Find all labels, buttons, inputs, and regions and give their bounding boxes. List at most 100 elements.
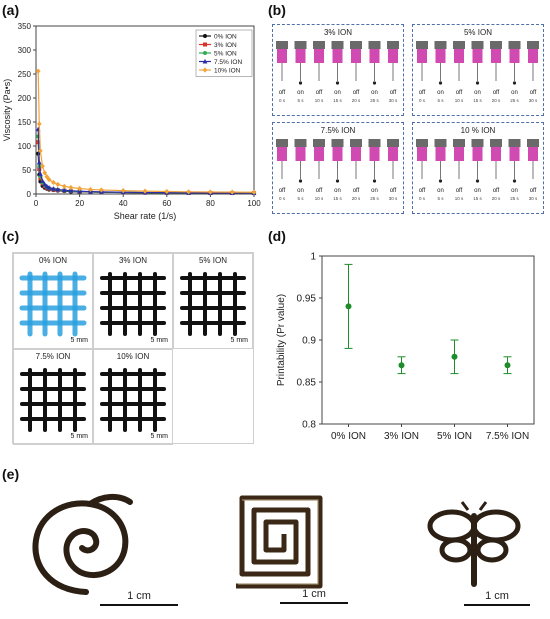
nozzle-cap bbox=[453, 41, 465, 49]
data-point bbox=[77, 185, 82, 192]
grid-scale-label: 5 mm bbox=[150, 337, 169, 344]
square-spiral-shape-image bbox=[236, 495, 323, 589]
data-point bbox=[40, 178, 45, 184]
nozzle-cap bbox=[294, 139, 307, 147]
time-label: 15 s bbox=[333, 98, 342, 103]
state-label: off bbox=[390, 188, 397, 194]
grid-scale-label: 5 mm bbox=[150, 433, 169, 440]
nozzle-body bbox=[295, 49, 306, 63]
nozzle-cap bbox=[387, 41, 399, 49]
data-point bbox=[68, 188, 74, 193]
printed-grid-image bbox=[180, 272, 246, 336]
nozzle-body bbox=[509, 49, 520, 63]
y-tick-label: 100 bbox=[18, 142, 32, 151]
time-label: 0 s bbox=[419, 196, 426, 201]
state-label: off bbox=[353, 90, 360, 96]
grid-tile-label: 3% ION bbox=[118, 256, 147, 265]
time-label: 10 s bbox=[455, 196, 464, 201]
state-label: off bbox=[279, 90, 286, 96]
nozzle-body bbox=[454, 49, 464, 63]
nozzle-cap bbox=[416, 41, 428, 49]
x-tick-label: 0 bbox=[34, 199, 39, 208]
x-tick-label: 80 bbox=[206, 199, 215, 208]
x-tick-label: 7.5% ION bbox=[486, 431, 529, 442]
state-label: off bbox=[493, 90, 500, 96]
time-label: 0 s bbox=[279, 98, 286, 103]
y-tick-label: 150 bbox=[18, 118, 32, 127]
nozzle-cap bbox=[434, 41, 447, 49]
panel-label-c: (c) bbox=[2, 228, 20, 244]
nozzle-body bbox=[435, 49, 446, 63]
nozzle-cap bbox=[313, 41, 325, 49]
time-label: 0 s bbox=[279, 196, 286, 201]
nozzle-cap bbox=[387, 139, 399, 147]
nozzle-cap bbox=[434, 139, 447, 147]
nozzle-cap bbox=[471, 139, 484, 147]
y-tick-label: 0.8 bbox=[302, 420, 316, 431]
legend-marker bbox=[203, 51, 207, 55]
data-point bbox=[40, 163, 45, 169]
nozzle-body bbox=[277, 147, 287, 161]
x-tick-label: 3% ION bbox=[384, 431, 419, 442]
data-point bbox=[99, 187, 104, 193]
nozzle-body bbox=[491, 147, 501, 161]
data-point bbox=[42, 170, 48, 176]
data-point bbox=[229, 189, 235, 195]
grid-tile-label: 10% ION bbox=[116, 352, 150, 361]
nozzle-cap bbox=[294, 41, 307, 49]
nozzle-photo-strip: off 0 s on 5 s off 10 s on 15 s off 20 s on 25 s off… bbox=[276, 139, 399, 201]
nozzle-cap bbox=[368, 139, 381, 147]
time-label: 10 s bbox=[455, 98, 464, 103]
data-point bbox=[35, 68, 41, 74]
nozzle-body bbox=[388, 147, 398, 161]
time-label: 30 s bbox=[389, 98, 398, 103]
nozzle-cap bbox=[471, 41, 484, 49]
extrusion-photo-panel: 3% ION off 0 s on 5 s off 10 s on 15 s off 20 s on 2… bbox=[268, 18, 546, 230]
nozzle-cap bbox=[453, 139, 465, 147]
extruded-drop bbox=[298, 179, 303, 183]
time-label: 10 s bbox=[315, 196, 324, 201]
y-axis-title: Viscosity (Pa•s) bbox=[2, 79, 12, 142]
nozzle-body bbox=[277, 49, 287, 63]
extruded-drop bbox=[372, 179, 377, 183]
state-label: on bbox=[511, 90, 518, 96]
data-point bbox=[120, 188, 126, 194]
y-tick-label: 0.9 bbox=[302, 336, 316, 347]
nozzle-body bbox=[528, 49, 538, 63]
printability-chart: 0.8 0.85 0.9 0.95 1 0% ION 3% ION 5% ION 7.5% IO… bbox=[276, 252, 535, 442]
legend-label: 7.5% ION bbox=[214, 59, 242, 66]
panel-label-d: (d) bbox=[268, 228, 286, 244]
y-tick-label: 300 bbox=[18, 46, 32, 55]
printed-grid-image bbox=[100, 272, 166, 336]
nozzle-body bbox=[388, 49, 398, 63]
nozzle-cap bbox=[276, 139, 288, 147]
nozzle-body bbox=[528, 147, 538, 161]
time-label: 5 s bbox=[297, 98, 304, 103]
nozzle-cap bbox=[490, 41, 502, 49]
nozzle-group-title: 10 % ION bbox=[460, 126, 496, 135]
data-point bbox=[504, 362, 511, 369]
y-tick-label: 0 bbox=[27, 190, 32, 199]
data-point bbox=[68, 184, 74, 191]
grid-tile-label: 7.5% ION bbox=[35, 352, 71, 361]
panel-label-b: (b) bbox=[268, 2, 286, 18]
state-label: on bbox=[334, 188, 341, 194]
nozzle-group: 5% ION off 0 s on 5 s off 10 s on 15 s off 20 s on 2… bbox=[412, 24, 544, 116]
time-label: 25 s bbox=[370, 98, 379, 103]
y-tick-label: 1 bbox=[310, 252, 316, 263]
viscosity-chart: 0 50 100 150 200 250 300 350 0 20 40 60 80 100 Shear r… bbox=[2, 22, 261, 221]
data-point bbox=[36, 121, 42, 127]
data-point bbox=[61, 187, 67, 193]
data-point bbox=[55, 186, 61, 192]
extruded-drop bbox=[475, 179, 480, 183]
grid-scale-label: 5 mm bbox=[70, 337, 89, 344]
data-point bbox=[451, 353, 458, 360]
nozzle-body bbox=[509, 147, 520, 161]
data-point bbox=[44, 174, 50, 180]
nozzle-group-title: 3% ION bbox=[323, 28, 352, 37]
legend-marker bbox=[202, 58, 208, 64]
nozzle-body bbox=[295, 147, 306, 161]
state-label: on bbox=[371, 188, 378, 194]
data-point bbox=[142, 188, 148, 194]
state-label: on bbox=[437, 90, 444, 96]
